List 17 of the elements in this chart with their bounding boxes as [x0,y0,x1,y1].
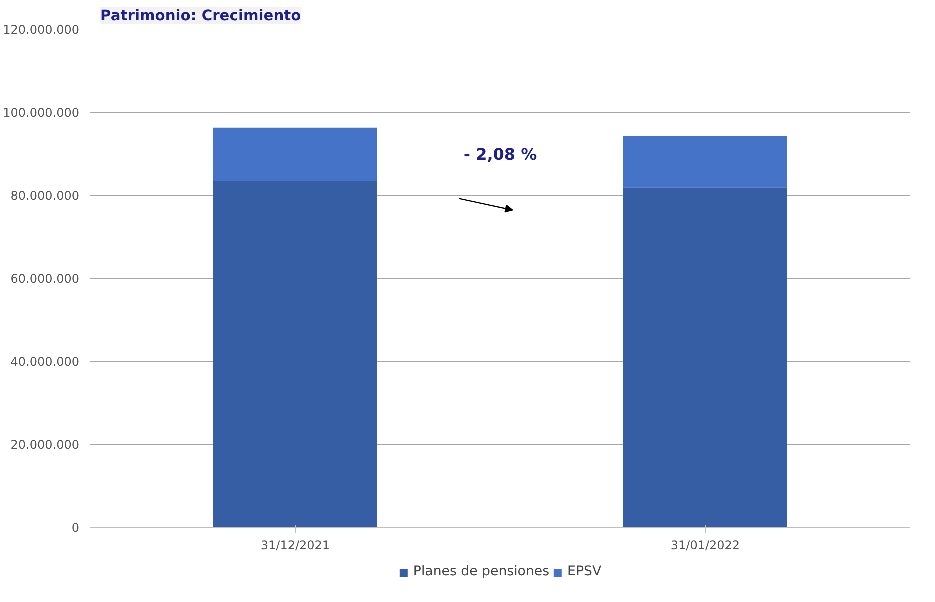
bar [624,136,788,188]
legend-label: Planes de pensiones [413,564,550,580]
y-tick-label: 20.000.000 [10,438,80,452]
y-tick-label: 0 [72,521,80,535]
y-tick-label: 80.000.000 [10,189,80,203]
bar [214,180,378,528]
x-tick-label: 31/01/2022 [670,538,740,552]
y-tick-label: 120.000.000 [3,23,80,37]
x-tick-label: 31/12/2021 [260,538,330,552]
legend-label: EPSV [568,564,602,580]
bar [214,128,378,181]
annotation: - 2,08 % [464,144,538,164]
y-tick-label: 60.000.000 [10,272,80,286]
bar [624,188,788,528]
y-tick-label: 100.000.000 [3,106,80,120]
y-tick-label: 40.000.000 [10,355,80,369]
chart-title: Patrimonio: Crecimiento [100,8,302,24]
